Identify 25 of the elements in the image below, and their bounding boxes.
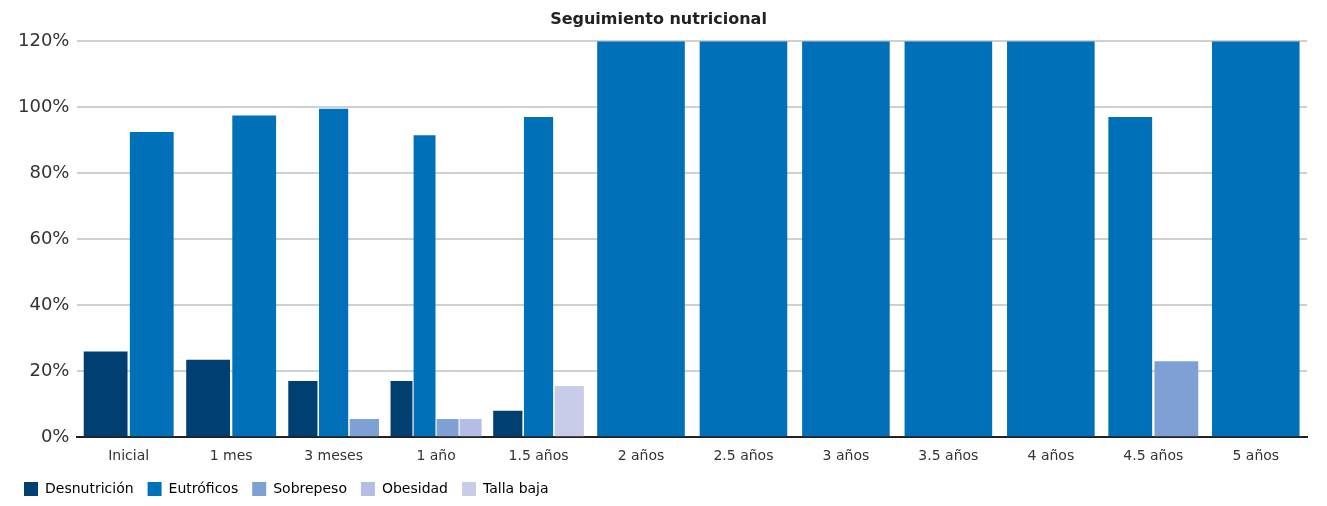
- x-tick-label: 3 años: [822, 447, 870, 464]
- legend-label: Desnutrición: [45, 479, 134, 496]
- chart-title: Seguimiento nutricional: [550, 8, 767, 28]
- x-tick-label: 4 años: [1027, 447, 1075, 464]
- x-tick-label: 4.5 años: [1123, 447, 1184, 464]
- y-tick-label: 40%: [29, 292, 70, 314]
- y-tick-label: 100%: [17, 94, 70, 116]
- y-tick-label: 20%: [29, 358, 70, 380]
- legend-label: Talla baja: [482, 479, 549, 496]
- x-tick-label: 5 años: [1232, 447, 1280, 464]
- x-tick-label: 1 año: [416, 447, 456, 464]
- x-tick-label: 1 mes: [209, 447, 253, 464]
- y-tick-label: 60%: [29, 226, 70, 248]
- y-tick-label: 120%: [17, 28, 70, 50]
- y-tick-label: 80%: [29, 160, 70, 182]
- x-tick-label: 3.5 años: [918, 447, 979, 464]
- x-tick-label: Inicial: [108, 447, 150, 464]
- x-tick-label: 1.5 años: [508, 447, 569, 464]
- y-tick-label: 0%: [40, 424, 70, 446]
- x-tick-label: 3 meses: [304, 447, 364, 464]
- legend-label: Obesidad: [381, 479, 449, 496]
- x-tick-label: 2.5 años: [713, 447, 774, 464]
- legend-label: Eutróficos: [168, 479, 239, 496]
- legend-label: Sobrepeso: [273, 479, 347, 496]
- x-tick-label: 2 años: [617, 447, 665, 464]
